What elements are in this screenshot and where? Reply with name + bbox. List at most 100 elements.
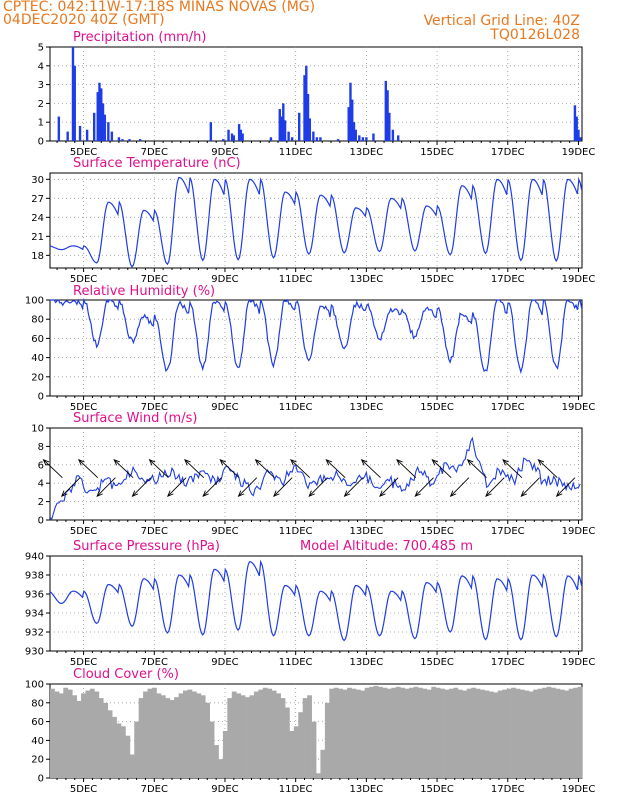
cloud-bar <box>417 687 423 778</box>
cloud-bar <box>227 698 233 778</box>
cloud-bar <box>466 688 472 778</box>
cloud-bar <box>165 698 171 778</box>
x-tick-label: 19DEC <box>562 784 596 795</box>
wind-arrow <box>113 459 134 479</box>
cloud-bar <box>449 688 454 778</box>
cloud-bar <box>151 687 157 778</box>
cloud-bar <box>378 686 383 778</box>
cloud-bar <box>550 687 556 778</box>
cloud-bar <box>103 702 109 778</box>
wind-arrow <box>43 459 63 479</box>
wind-arrow <box>308 477 328 497</box>
wind-arrow-head <box>308 490 315 498</box>
cloud-bar <box>555 688 561 778</box>
cloud-bar <box>125 735 131 778</box>
panel-frame <box>49 555 583 652</box>
wind-arrow-head <box>466 459 474 466</box>
cloud-bar <box>364 687 370 778</box>
cloud-bar <box>107 710 113 778</box>
cloud-bar <box>497 690 503 778</box>
y-tick-label: 10 <box>31 424 44 435</box>
wind-arrow <box>502 459 523 479</box>
x-tick-label: 7DEC <box>141 274 168 285</box>
cloud-bar <box>160 695 166 778</box>
precip-bar <box>100 88 103 141</box>
cloud-bar <box>76 700 82 778</box>
cloud-bar <box>191 691 197 778</box>
wind-arrow-head <box>325 459 333 466</box>
wind-arrow-head <box>42 459 50 466</box>
precip-bar <box>209 122 213 141</box>
cloud-bar <box>471 687 476 778</box>
cloud-bar <box>214 745 219 778</box>
cloud-bar <box>355 689 361 778</box>
x-tick-label: 7DEC <box>141 147 168 158</box>
x-tick-label: 7DEC <box>141 657 168 668</box>
cloud-bar <box>351 688 357 778</box>
x-tick-label: 5DEC <box>70 784 97 795</box>
precip-bar <box>96 92 99 141</box>
cloud-bar <box>515 688 521 778</box>
x-tick-label: 15DEC <box>420 274 454 285</box>
cloud-bar <box>258 689 264 778</box>
wind-arrow <box>290 459 311 479</box>
wind-arrow <box>238 477 258 497</box>
x-tick-label: 13DEC <box>350 402 384 413</box>
cloud-bar <box>63 687 69 778</box>
cloud-bar <box>50 688 55 778</box>
y-tick-label: 24 <box>31 213 44 224</box>
precip-bar <box>290 137 294 141</box>
x-tick-label: 15DEC <box>420 402 454 413</box>
precip-bar <box>308 118 312 141</box>
precip-bar <box>349 82 352 141</box>
cloud-bar <box>373 685 379 778</box>
x-tick-label: 13DEC <box>350 657 384 668</box>
y-tick-label: 40 <box>31 353 44 364</box>
y-tick-label: 60 <box>31 334 44 345</box>
x-tick-label: 17DEC <box>491 274 525 285</box>
humidity-line <box>50 297 583 375</box>
precip-bar <box>269 137 273 141</box>
wind-arrow <box>432 459 452 479</box>
y-tick-label: 20 <box>31 372 44 383</box>
x-tick-label: 17DEC <box>491 402 525 413</box>
cloud-bar <box>426 689 432 778</box>
precip-bar <box>354 129 357 141</box>
y-tick-label: 0 <box>38 516 44 527</box>
cloud-bar <box>360 690 366 778</box>
precip-bar <box>138 139 142 141</box>
precip-bar <box>352 122 356 141</box>
y-tick-label: 18 <box>31 251 44 262</box>
temperature-line <box>49 176 583 268</box>
cloud-bar <box>81 693 86 778</box>
wind-arrow-head <box>96 490 103 498</box>
precip-bar <box>372 133 375 141</box>
wind-arrow <box>485 477 505 497</box>
cloud-bar <box>236 693 242 778</box>
x-tick-label: 13DEC <box>350 526 384 537</box>
x-tick-label: 15DEC <box>420 526 454 537</box>
y-tick-label: 934 <box>25 609 44 620</box>
precip-bar <box>101 103 105 141</box>
cloud-bar <box>174 697 179 778</box>
cloud-bar <box>280 698 286 778</box>
cloud-bar <box>573 687 578 778</box>
y-tick-label: 40 <box>31 736 44 747</box>
cloud-bar <box>524 690 530 778</box>
wind-arrow-head <box>219 459 227 466</box>
x-tick-label: 17DEC <box>491 526 525 537</box>
cloud-bar <box>98 698 104 778</box>
x-tick-label: 9DEC <box>211 526 238 537</box>
y-tick-label: 1 <box>38 118 44 129</box>
cloud-bar <box>546 686 552 778</box>
precip-bar <box>227 129 230 141</box>
wind-arrow <box>379 477 399 497</box>
cloud-bar <box>302 698 308 778</box>
cloud-bar <box>453 687 459 778</box>
cloud-bar <box>284 707 290 778</box>
wind-arrow <box>132 477 152 497</box>
precip-bar <box>315 137 319 141</box>
precip-bar <box>128 139 131 141</box>
cloud-bar <box>342 689 348 778</box>
cloud-bar <box>435 687 441 778</box>
